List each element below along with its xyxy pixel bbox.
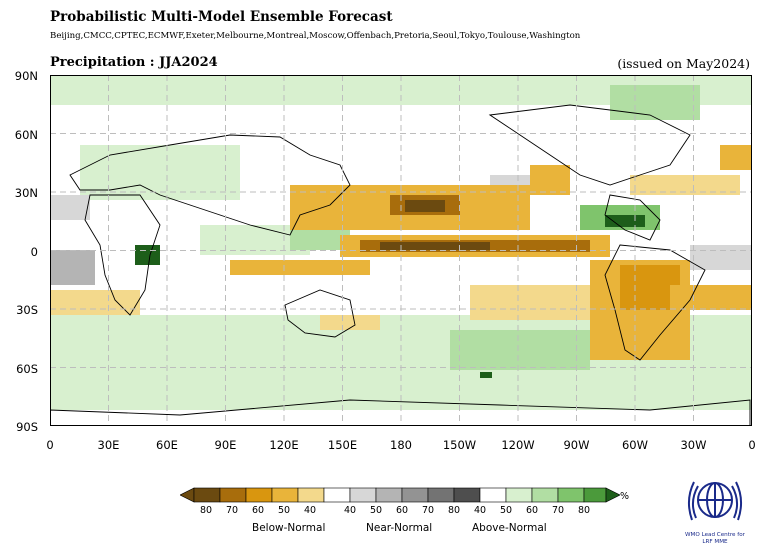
lon-label-0: 0	[46, 438, 54, 452]
legend-near-normal-label: Near-Normal	[366, 522, 433, 534]
lon-label-30w: 30W	[680, 438, 707, 452]
variable-season-label: Precipitation : JJA2024	[50, 55, 218, 70]
tick-near-80: 80	[447, 505, 461, 516]
lon-label-180: 180	[390, 438, 412, 452]
tick-below-80: 80	[199, 505, 213, 516]
lon-label-0-east: 0	[748, 438, 756, 452]
tick-near-70: 70	[421, 505, 435, 516]
lon-label-150e: 150E	[327, 438, 358, 452]
tick-below-70: 70	[225, 505, 239, 516]
lon-label-120e: 120E	[269, 438, 299, 452]
lat-label-30n: 30N	[14, 186, 38, 200]
tick-near-50: 50	[369, 505, 383, 516]
lat-label-90n: 90N	[14, 69, 38, 83]
lon-label-90e: 90E	[214, 438, 237, 452]
lon-label-90w: 90W	[563, 438, 590, 452]
lat-label-30s: 30S	[16, 303, 38, 317]
issue-date-label: (issued on May2024)	[617, 56, 750, 71]
lon-label-120w: 120W	[501, 438, 535, 452]
legend-colorbar	[180, 487, 620, 503]
chart-title: Probabilistic Multi-Model Ensemble Forec…	[50, 9, 393, 25]
wmo-logo-caption: WMO Lead Centre for LRF MME	[676, 532, 754, 546]
lon-label-60e: 60E	[156, 438, 178, 452]
lon-label-150w: 150W	[442, 438, 477, 452]
tick-above-80: 80	[577, 505, 591, 516]
coastlines	[50, 104, 751, 426]
logo-line-1: WMO Lead Centre for	[685, 532, 745, 538]
legend-below-normal-label: Below-Normal	[252, 522, 326, 534]
tick-above-70: 70	[551, 505, 565, 516]
tick-above-40: 40	[473, 505, 487, 516]
tick-near-60: 60	[395, 505, 409, 516]
lon-label-30e: 30E	[97, 438, 120, 452]
lat-lon-grid	[50, 75, 752, 426]
model-centres-list: Beijing,CMCC,CPTEC,ECMWF,Exeter,Melbourn…	[50, 31, 581, 41]
tick-below-40: 40	[303, 505, 317, 516]
logo-line-2: LRF MME	[702, 539, 728, 545]
lat-label-60n: 60N	[14, 128, 38, 142]
forecast-map	[50, 75, 752, 426]
lat-label-0: 0	[30, 245, 38, 259]
tick-above-60: 60	[525, 505, 539, 516]
tick-near-40: 40	[343, 505, 357, 516]
lon-label-60w: 60W	[621, 438, 648, 452]
wmo-logo-icon	[688, 481, 742, 521]
legend-above-normal-label: Above-Normal	[472, 522, 547, 534]
tick-below-50: 50	[277, 505, 291, 516]
lat-label-60s: 60S	[16, 362, 38, 376]
tick-below-60: 60	[251, 505, 265, 516]
lat-label-90s: 90S	[16, 420, 38, 434]
tick-above-50: 50	[499, 505, 513, 516]
legend-unit: %	[620, 491, 630, 502]
